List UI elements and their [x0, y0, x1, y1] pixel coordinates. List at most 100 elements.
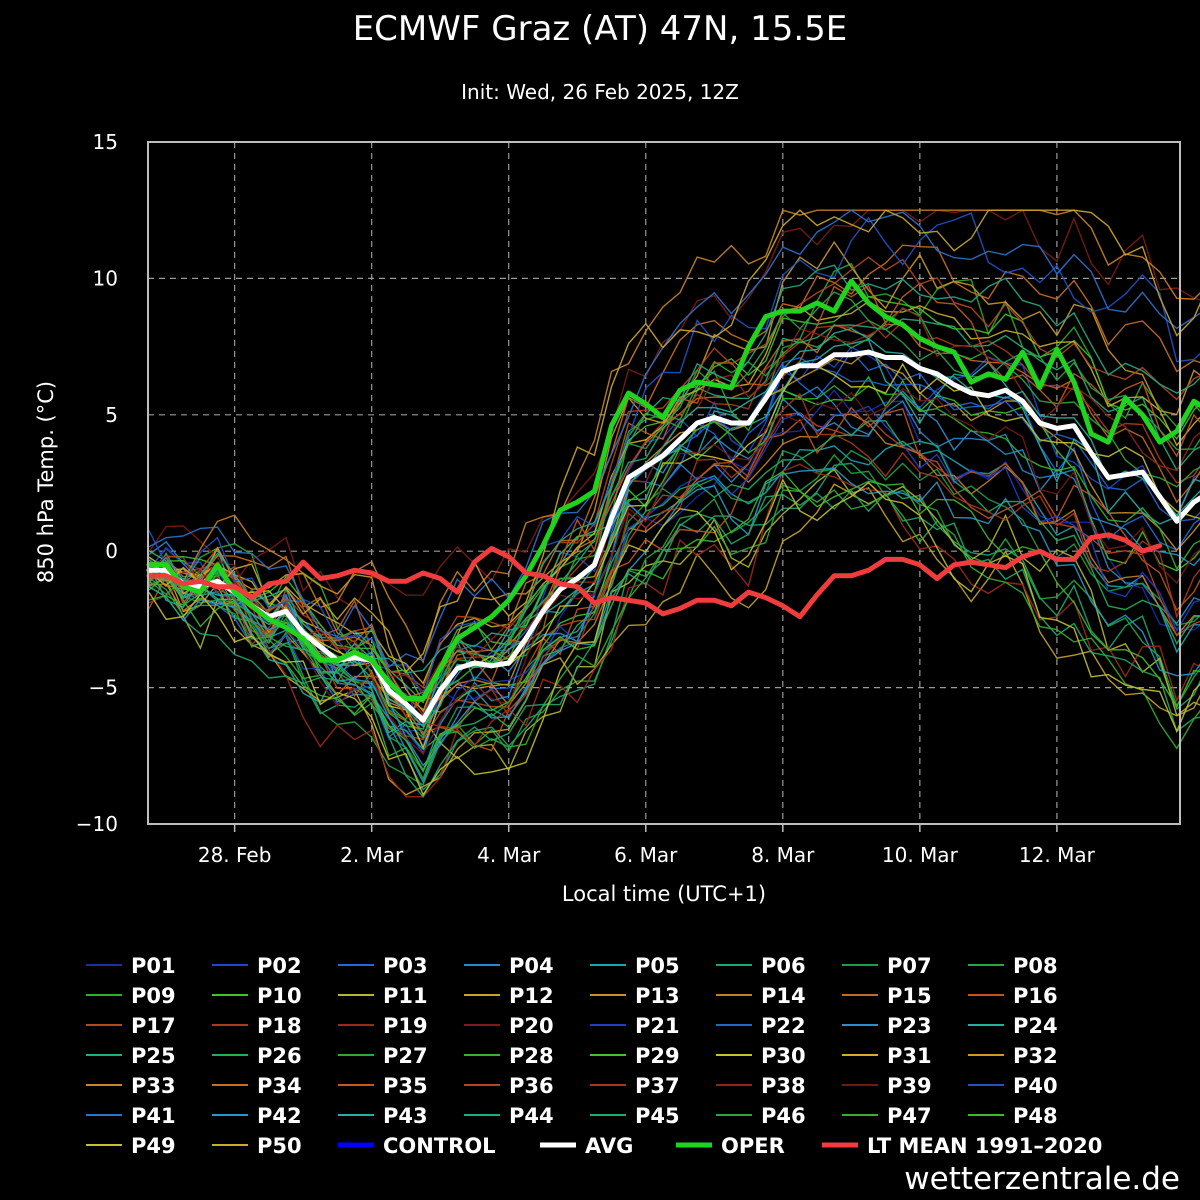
x-tick-label: 2. Mar [340, 843, 404, 867]
legend-label: P50 [257, 1134, 302, 1158]
legend-label: P04 [509, 954, 554, 978]
axis-ticks: −10 −5 0 5 10 15 28. Feb 2. Mar 4. Mar 6. Mar 8. M… [76, 130, 1096, 867]
legend-label: P32 [1013, 1044, 1058, 1068]
legend-label: P38 [761, 1074, 806, 1098]
member-line-p10 [148, 375, 1200, 713]
member-line-p17 [148, 412, 1200, 741]
legend-label: P25 [131, 1044, 176, 1068]
legend-label: P01 [131, 954, 176, 978]
legend-label: P19 [383, 1014, 428, 1038]
legend-label: P27 [383, 1044, 428, 1068]
chart-title: ECMWF Graz (AT) 47N, 15.5E [353, 9, 848, 49]
legend-label: P41 [131, 1104, 176, 1128]
legend-label: P24 [1013, 1014, 1058, 1038]
legend-label: P09 [131, 984, 176, 1008]
legend-label: P33 [131, 1074, 176, 1098]
x-tick-label: 4. Mar [477, 843, 541, 867]
legend-label: CONTROL [383, 1134, 496, 1158]
chart-subtitle: Init: Wed, 26 Feb 2025, 12Z [461, 80, 739, 104]
member-line-p50 [148, 209, 1200, 674]
watermark: wetterzentrale.de [904, 1161, 1180, 1197]
legend-label: P26 [257, 1044, 302, 1068]
y-tick-label: −10 [76, 812, 118, 836]
y-axis-label: 850 hPa Temp. (°C) [34, 381, 58, 583]
y-tick-label: 10 [93, 266, 118, 290]
legend-label: P08 [1013, 954, 1058, 978]
member-line-p26 [148, 420, 1200, 751]
legend-label: P31 [887, 1044, 932, 1068]
x-axis-label: Local time (UTC+1) [562, 882, 766, 906]
member-line-p42 [148, 467, 1200, 784]
legend-label: P05 [635, 954, 680, 978]
member-line-p06 [148, 462, 1200, 791]
member-line-p43 [148, 327, 1200, 728]
legend-label: P44 [509, 1104, 554, 1128]
member-line-p49 [148, 478, 1200, 797]
member-line-p30 [148, 362, 1200, 750]
legend-label: P36 [509, 1074, 554, 1098]
legend-label: P10 [257, 984, 302, 1008]
legend-label: P22 [761, 1014, 806, 1038]
y-tick-label: 15 [93, 130, 118, 154]
series-line-lt-mean-1991-2020 [146, 532, 1163, 620]
member-line-p29 [148, 295, 1200, 704]
main-series-lines [146, 278, 1200, 723]
member-line-p40 [148, 212, 1200, 698]
x-tick-label: 10. Mar [882, 843, 959, 867]
member-line-p33 [148, 209, 1200, 665]
legend-label: P28 [509, 1044, 554, 1068]
x-tick-label: 6. Mar [614, 843, 678, 867]
member-line-p24 [148, 338, 1200, 734]
legend-label: P02 [257, 954, 302, 978]
legend-label: P48 [1013, 1104, 1058, 1128]
legend-label: P13 [635, 984, 680, 1008]
y-tick-label: 0 [105, 539, 118, 563]
legend-label: P11 [383, 984, 428, 1008]
x-tick-label: 12. Mar [1019, 843, 1096, 867]
legend-label: P37 [635, 1074, 680, 1098]
legend-label: P45 [635, 1104, 680, 1128]
series-line-oper [146, 278, 1200, 701]
legend-label: P15 [887, 984, 932, 1008]
legend-label: OPER [721, 1134, 785, 1158]
legend-label: P39 [887, 1074, 932, 1098]
legend-label: P23 [887, 1014, 932, 1038]
legend-label: P20 [509, 1014, 554, 1038]
legend-label: P06 [761, 954, 806, 978]
member-line-p41 [148, 209, 1200, 669]
legend-label: P17 [131, 1014, 176, 1038]
plot-frame [147, 141, 1181, 825]
legend-label: P43 [383, 1104, 428, 1128]
legend-label: P29 [635, 1044, 680, 1068]
legend-label: P12 [509, 984, 554, 1008]
legend-label: P35 [383, 1074, 428, 1098]
legend-label: P16 [1013, 984, 1058, 1008]
x-tick-label: 28. Feb [198, 843, 272, 867]
member-line-p32 [148, 240, 1200, 713]
member-line-p16 [148, 406, 1200, 752]
legend-label: P40 [1013, 1074, 1058, 1098]
legend-label: P47 [887, 1104, 932, 1128]
legend-label: P18 [257, 1014, 302, 1038]
legend: P01 P02 P03 P04 P05 P06 P07 P08 P09 P10 P11 P12 P13 P… [86, 954, 1102, 1158]
legend-label: P07 [887, 954, 932, 978]
legend-label: P21 [635, 1014, 680, 1038]
member-line-p48 [148, 470, 1200, 772]
legend-label: P42 [257, 1104, 302, 1128]
legend-label: P14 [761, 984, 806, 1008]
member-line-p34 [148, 244, 1200, 700]
legend-label: P03 [383, 954, 428, 978]
member-line-p36 [148, 256, 1200, 689]
x-tick-label: 8. Mar [751, 843, 815, 867]
member-line-p47 [148, 489, 1200, 781]
legend-label: P49 [131, 1134, 176, 1158]
member-line-p08 [148, 453, 1200, 786]
member-line-p22 [148, 357, 1200, 718]
member-line-p28 [148, 384, 1200, 730]
member-line-p46 [148, 291, 1200, 703]
legend-label: P46 [761, 1104, 806, 1128]
ensemble-member-lines [148, 209, 1200, 798]
legend-label: P34 [257, 1074, 302, 1098]
member-line-p39 [148, 387, 1200, 756]
